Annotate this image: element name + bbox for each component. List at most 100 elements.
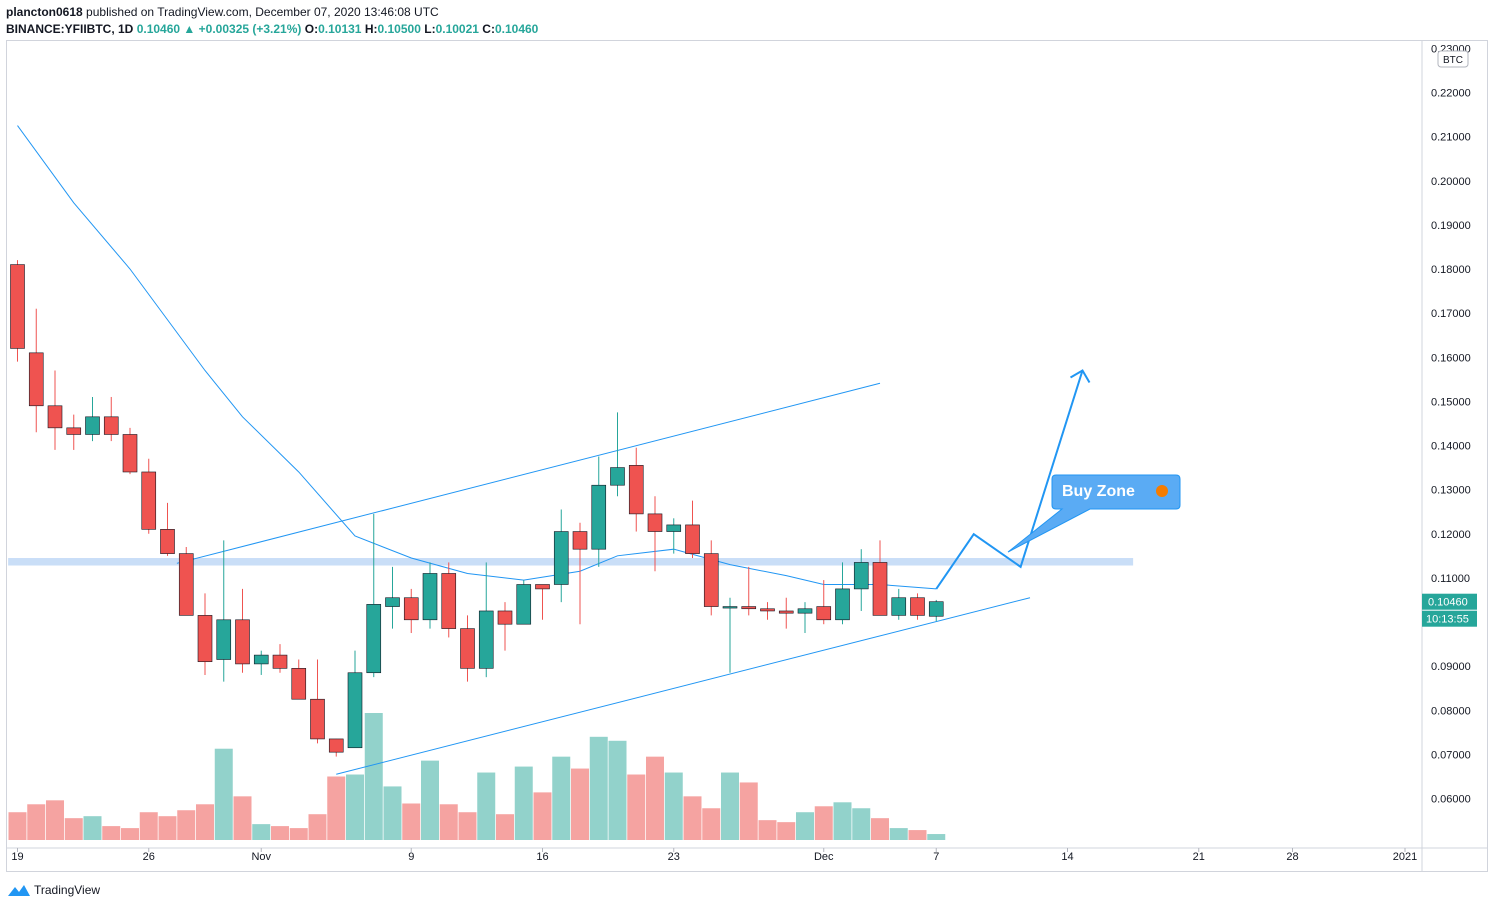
volume-bar [383,786,402,840]
open-label: O: [304,22,319,36]
candle-body[interactable] [460,628,475,669]
candle-body[interactable] [666,524,682,532]
price-tick-label: 0.09000 [1431,661,1471,673]
time-tick-label: 28 [1286,851,1298,863]
tradingview-brand-label: TradingView [34,883,101,897]
volume-bar [8,812,27,840]
candle-body[interactable] [703,553,719,607]
volume-bar [796,812,814,840]
candle-body[interactable] [535,584,550,590]
candle-body[interactable] [216,619,232,660]
candle-body[interactable] [178,553,194,616]
price-tick-label: 0.13000 [1431,485,1471,497]
buy-zone-callout[interactable] [1007,474,1181,553]
candle-body[interactable] [366,604,382,674]
low-value: 0.10021 [435,22,479,36]
candle-body[interactable] [85,416,100,435]
trendline[interactable] [176,382,881,564]
countdown-tag [1422,610,1477,627]
candle-body[interactable] [760,608,775,612]
candle-body[interactable] [122,434,138,473]
volume-bar [927,834,946,840]
volume-bar [571,768,589,840]
volume-bar [233,796,252,840]
last-price: 0.10460 [136,22,181,36]
candle-body[interactable] [47,405,63,429]
candle-body[interactable] [160,529,175,554]
candle-body[interactable] [647,513,663,532]
volume-bar [683,796,702,840]
price-tick-label: 0.07000 [1431,749,1471,761]
price-tick-label: 0.11000 [1431,573,1470,585]
candle-body[interactable] [910,597,925,616]
price-tick-label: 0.12000 [1431,529,1471,541]
candle-body[interactable] [478,610,494,669]
candle-body[interactable] [891,597,907,616]
shrimp-icon [1156,485,1168,497]
time-tick-label: 2021 [1393,851,1417,863]
candle-body[interactable] [778,610,794,614]
candle-body[interactable] [235,619,250,665]
candle-body[interactable] [385,597,400,607]
candle-body[interactable] [928,601,944,617]
price-tick-label: 0.14000 [1431,441,1471,453]
candle-body[interactable] [797,608,813,614]
volume-bar [64,818,83,840]
price-tick-label: 0.19000 [1431,220,1471,232]
volume-bar [308,814,327,840]
candle-body[interactable] [816,606,832,621]
volume-bar [552,756,571,840]
price-tick-label: 0.22000 [1431,88,1471,100]
price-change-icon: ▲ [183,22,196,36]
high-label: H: [364,22,378,36]
candle-body[interactable] [741,606,757,610]
volume-bar [908,830,927,840]
publisher-name[interactable]: plancton0618 [6,5,83,19]
trendline[interactable] [336,597,1031,775]
volume-bar [664,772,683,840]
candle-body[interactable] [516,584,532,625]
candle-body[interactable] [591,484,607,550]
buy-zone-label: Buy Zone [1062,483,1135,500]
candle-body[interactable] [272,654,288,669]
countdown-tag-label: 10:13:55 [1426,614,1469,626]
candle-body[interactable] [253,654,269,665]
candle-body[interactable] [497,610,513,625]
candle-body[interactable] [572,531,588,550]
candle-body[interactable] [141,471,157,530]
time-tick-label: Nov [251,851,271,863]
price-tick-label: 0.16000 [1431,352,1471,364]
volume-bar [777,822,796,840]
volume-bar [477,772,496,840]
candle-body[interactable] [197,615,213,663]
candle-body[interactable] [553,531,569,585]
candle-body[interactable] [347,672,363,749]
candle-body[interactable] [10,264,25,349]
candle-body[interactable] [628,465,644,515]
candle-body[interactable] [610,467,625,486]
candle-body[interactable] [66,427,82,435]
resistance-zone[interactable] [8,558,1134,566]
currency-badge[interactable] [1437,50,1469,68]
candle-body[interactable] [835,588,850,621]
candle-body[interactable] [441,573,457,629]
moving-average-line [17,125,937,590]
time-tick-label: 26 [143,851,155,863]
candle-body[interactable] [291,668,307,700]
candle-body[interactable] [853,562,869,590]
tradingview-brand[interactable]: TradingView [8,883,100,897]
candle-body[interactable] [422,573,438,621]
candle-body[interactable] [310,698,325,740]
candle-body[interactable] [328,738,344,753]
candle-body[interactable] [28,352,44,407]
candle-body[interactable] [685,524,700,554]
candle-body[interactable] [722,606,738,609]
projection-path[interactable] [935,370,1084,590]
candle-body[interactable] [872,562,888,616]
volume-bar [702,808,721,840]
price-tick-label: 0.06000 [1431,794,1471,806]
candle-body[interactable] [103,416,119,435]
candle-body[interactable] [403,597,419,621]
volume-bar [439,804,458,840]
